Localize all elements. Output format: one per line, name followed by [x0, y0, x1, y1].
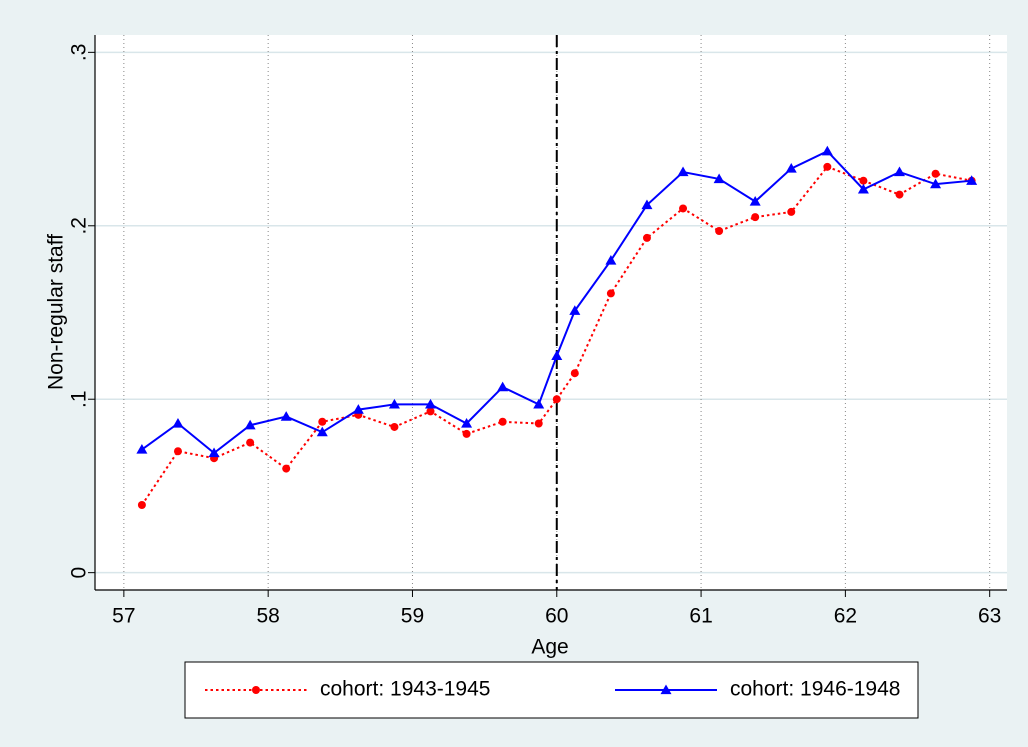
x-tick-label: 58: [256, 605, 279, 628]
marker: [749, 196, 761, 206]
marker: [425, 398, 437, 409]
marker: [352, 404, 364, 414]
legend-marker: [252, 686, 260, 694]
marker: [136, 444, 148, 454]
marker: [208, 447, 220, 458]
marker: [534, 419, 543, 428]
x-tick-label: 57: [112, 605, 135, 628]
marker: [462, 429, 471, 438]
marker: [426, 407, 435, 416]
marker: [533, 398, 545, 409]
marker: [787, 207, 796, 216]
marker: [715, 226, 724, 235]
marker: [606, 289, 615, 298]
marker: [172, 418, 184, 428]
marker: [551, 350, 563, 360]
plot-area: [95, 35, 1007, 590]
marker: [930, 178, 942, 189]
marker: [388, 398, 400, 409]
y-tick-label: 0: [68, 567, 91, 579]
marker: [246, 438, 255, 447]
y-tick-label: .1: [68, 390, 91, 408]
marker: [642, 233, 651, 242]
marker: [461, 418, 473, 428]
legend-box: [184, 661, 919, 719]
marker: [280, 411, 292, 421]
y-tick-label: .2: [68, 217, 91, 235]
x-tick-label: 63: [978, 605, 1001, 628]
x-tick-label: 60: [545, 605, 568, 628]
marker: [318, 417, 327, 426]
marker: [605, 254, 617, 265]
x-tick-label: 62: [834, 605, 857, 628]
marker: [552, 395, 561, 404]
x-tick-label: 61: [689, 605, 712, 628]
x-tick-label: 59: [401, 605, 424, 628]
marker: [244, 419, 256, 430]
marker: [677, 166, 689, 177]
marker: [497, 381, 509, 392]
marker: [316, 426, 328, 437]
legend-marker: [660, 684, 672, 695]
marker: [859, 176, 868, 185]
legend-label: cohort: 1943-1945: [320, 678, 490, 701]
marker: [498, 417, 507, 426]
marker: [895, 190, 904, 199]
marker: [679, 204, 688, 213]
marker: [785, 163, 797, 173]
marker: [641, 199, 653, 210]
y-tick-label: .3: [68, 44, 91, 62]
marker: [390, 422, 399, 431]
marker: [137, 501, 146, 510]
marker: [931, 169, 940, 178]
y-axis-title: Non-regular staff: [45, 234, 68, 390]
marker: [857, 183, 869, 194]
x-axis-title: Age: [531, 636, 568, 659]
marker: [821, 145, 833, 156]
marker: [893, 166, 905, 177]
marker: [823, 162, 832, 171]
marker: [713, 173, 725, 184]
marker: [751, 213, 760, 222]
marker: [570, 369, 579, 378]
marker: [569, 305, 581, 315]
marker: [282, 464, 291, 473]
marker: [966, 175, 978, 185]
legend-label: cohort: 1946-1948: [730, 678, 900, 701]
marker: [173, 447, 182, 456]
